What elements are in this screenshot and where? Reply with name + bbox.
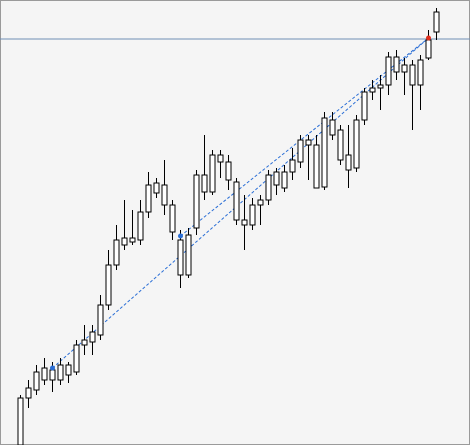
candle-body — [41, 367, 48, 381]
candle-body — [185, 234, 192, 276]
candle-body — [201, 174, 208, 193]
candle-body — [249, 204, 256, 226]
candle-body — [25, 387, 32, 399]
candle-body — [177, 239, 184, 276]
candle-body — [329, 119, 336, 136]
candle-body — [353, 119, 360, 169]
candle-body — [17, 397, 24, 445]
candle-body — [417, 59, 424, 86]
candle-body — [265, 174, 272, 201]
candle-body — [321, 117, 328, 188]
candle-body — [57, 364, 64, 381]
candle-body — [209, 154, 216, 193]
candle-body — [113, 239, 120, 266]
candle-body — [169, 204, 176, 233]
marker — [50, 365, 55, 371]
candle-body — [97, 304, 104, 336]
candle-body — [145, 184, 152, 213]
candle-body — [105, 264, 112, 306]
candle-body — [425, 39, 432, 59]
candle-body — [281, 171, 288, 189]
candle-body — [369, 87, 376, 93]
candle-body — [377, 84, 384, 89]
candle-body — [409, 64, 416, 86]
candle-body — [153, 182, 160, 194]
marker — [426, 35, 431, 41]
candle-body — [161, 184, 168, 206]
candle-body — [241, 219, 248, 226]
candle-body — [81, 339, 88, 346]
candle-body — [345, 154, 352, 171]
marker — [178, 233, 183, 239]
candle-body — [313, 144, 320, 189]
candle-body — [217, 154, 224, 163]
candle-body — [137, 211, 144, 241]
candle-body — [121, 237, 128, 246]
candle-body — [257, 199, 264, 206]
candle-body — [193, 174, 200, 229]
candle-body — [289, 159, 296, 173]
candle-body — [433, 11, 440, 33]
candle-body — [337, 129, 344, 161]
candle-body — [129, 237, 136, 243]
candle-body — [393, 56, 400, 73]
candle-body — [49, 369, 56, 381]
candle-body — [385, 56, 392, 86]
candle-body — [33, 371, 40, 391]
candle-body — [305, 139, 312, 146]
candle-body — [73, 344, 80, 373]
trend-line — [180, 37, 429, 237]
candle-body — [401, 64, 408, 73]
candle-body — [297, 139, 304, 163]
candle-body — [65, 364, 72, 376]
candle-body — [89, 331, 96, 343]
candle-body — [273, 171, 280, 186]
candle-body — [361, 91, 368, 121]
candle-body — [225, 161, 232, 181]
candle-body — [233, 181, 240, 221]
